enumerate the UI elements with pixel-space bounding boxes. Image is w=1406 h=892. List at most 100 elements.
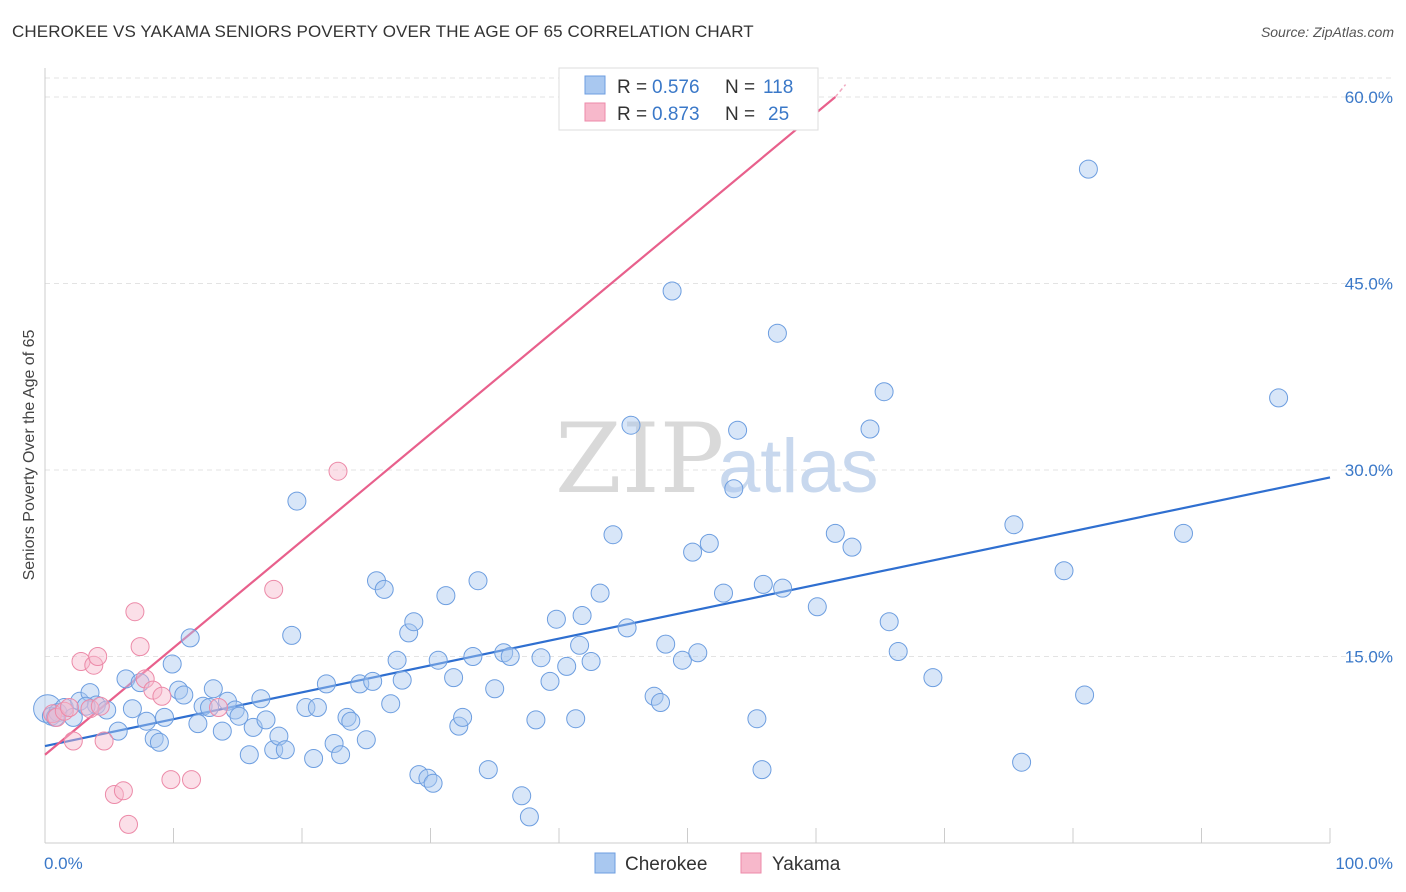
cherokee-point (180, 628, 200, 648)
cherokee-point (566, 709, 586, 729)
cherokee-point (500, 647, 520, 666)
cherokee-point (203, 679, 223, 699)
cherokee-point (570, 635, 590, 655)
cherokee-point (683, 542, 703, 562)
cherokee-point (287, 491, 307, 511)
trend-lines (44, 84, 1331, 756)
y-tick-label: 60.0% (1345, 88, 1393, 107)
cherokee-point (540, 671, 560, 691)
yakama-point (47, 707, 67, 727)
cherokee-point (888, 642, 908, 661)
cherokee-point (116, 669, 136, 689)
grid-lines (45, 77, 1395, 657)
cherokee-point (331, 745, 351, 765)
cherokee-point (363, 671, 383, 691)
series-cherokee (33, 159, 1289, 827)
yakama-point (119, 814, 138, 834)
cherokee-point (324, 734, 344, 753)
cherokee-point (399, 623, 419, 643)
cherokee-point (155, 707, 174, 727)
cherokee-point (149, 732, 169, 752)
cherokee-point (923, 668, 943, 688)
bottom-legend: Cherokee Yakama (594, 852, 841, 875)
legend-r-label-1: R = (617, 77, 647, 98)
yakama-point (152, 686, 172, 706)
top-legend: R = 0.576 N = 118 R = 0.873 N = 25 (558, 67, 819, 131)
yakama-point (88, 647, 108, 666)
bottom-legend-label-yakama: Yakama (772, 854, 841, 875)
cherokee-point (672, 650, 692, 670)
watermark-zip: ZIP (555, 403, 724, 515)
y-tick-label: 30.0% (1345, 461, 1393, 480)
cherokee-point (162, 654, 182, 674)
legend-n-value-1: 118 (763, 77, 793, 98)
cherokee-point (519, 807, 539, 827)
cherokee-point (392, 670, 412, 690)
cherokee-point (97, 700, 117, 720)
cherokee-point (296, 698, 316, 717)
yakama-point (59, 698, 79, 717)
cherokee-point (108, 721, 128, 741)
cherokee-point (752, 760, 772, 780)
yakama-point (130, 637, 150, 657)
cherokee-point (699, 533, 719, 553)
legend-swatch-cherokee (584, 75, 606, 95)
cherokee-point (428, 650, 448, 670)
yakama-point (328, 461, 348, 481)
cherokee-point (282, 625, 302, 645)
yakama-point (43, 704, 63, 724)
cherokee-point (572, 606, 592, 625)
cherokee-point (860, 419, 880, 439)
cherokee-point (256, 710, 276, 730)
cherokee-point (807, 597, 827, 617)
cherokee-point (494, 643, 514, 663)
cherokee-point (688, 643, 708, 663)
bottom-legend-swatch-cherokee (594, 852, 616, 874)
cherokee-trend-line (44, 476, 1331, 748)
y-tick-label: 45.0% (1345, 275, 1393, 294)
cherokee-point (307, 698, 327, 717)
cherokee-point (423, 773, 443, 793)
axes (44, 68, 1331, 844)
cherokee-point (337, 707, 357, 727)
yakama-point (90, 696, 110, 716)
x-tick-label: 0.0% (44, 854, 83, 873)
cherokee-point (512, 786, 532, 806)
cherokee-point (418, 768, 438, 788)
cherokee-point (825, 523, 845, 543)
cherokee-point (1269, 388, 1289, 408)
legend-n-label-2: N = (725, 104, 755, 125)
cherokee-point (728, 420, 748, 440)
legend-r-value-1: 0.576 (652, 77, 700, 98)
cherokee-point (526, 710, 546, 730)
cherokee-point (651, 693, 670, 712)
cherokee-point (773, 578, 793, 598)
bottom-legend-label-cherokee: Cherokee (625, 854, 707, 875)
cherokee-point (436, 586, 456, 606)
cherokee-point (122, 699, 142, 719)
legend-n-label-1: N = (725, 77, 755, 98)
yakama-point (135, 669, 155, 689)
x-tick-label: 100.0% (1335, 854, 1393, 873)
cherokee-point (144, 729, 164, 749)
cherokee-point (251, 689, 271, 709)
legend-n-value-2: 25 (768, 104, 789, 125)
cherokee-point (1012, 752, 1032, 772)
cherokee-point (444, 668, 464, 688)
y-tick-label: 15.0% (1345, 648, 1393, 667)
cherokee-point (747, 709, 767, 729)
cherokee-point (603, 525, 623, 545)
cherokee-point (656, 634, 676, 654)
cherokee-point (387, 650, 407, 670)
cherokee-point (874, 382, 894, 402)
cherokee-point (463, 647, 483, 666)
cherokee-point (485, 679, 505, 699)
yakama-point (125, 602, 145, 622)
cherokee-point (546, 609, 566, 629)
legend-swatch-yakama (584, 102, 606, 122)
cherokee-point (1078, 159, 1098, 179)
yakama-point (54, 701, 74, 721)
tick-labels: 15.0% 30.0% 45.0% 60.0% 0.0% 100.0% (44, 88, 1393, 873)
cherokee-point (581, 652, 601, 671)
